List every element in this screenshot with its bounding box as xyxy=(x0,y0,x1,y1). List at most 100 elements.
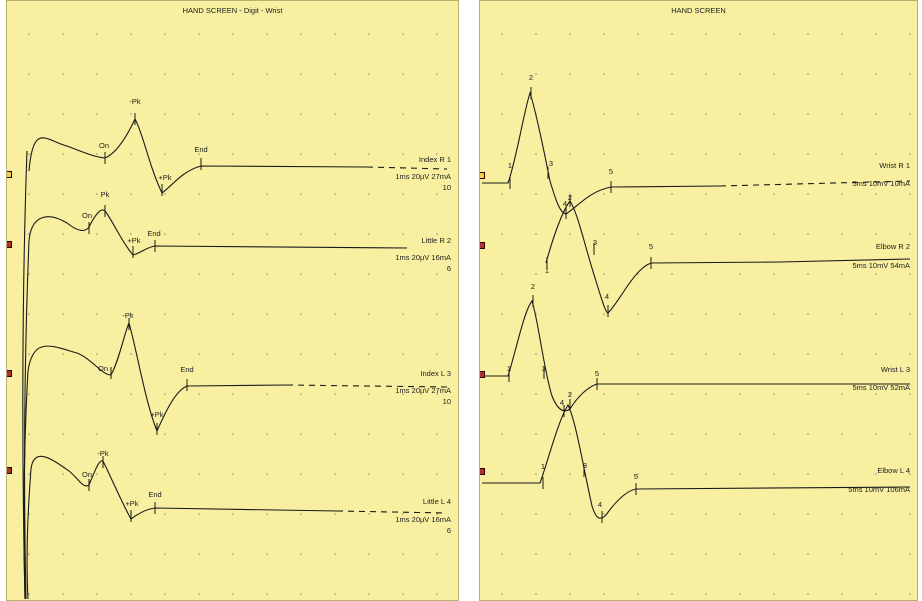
trace-1-marker-on[interactable]: On xyxy=(98,141,110,150)
motor-grid-dot xyxy=(637,113,639,115)
motor-grid-dot xyxy=(671,393,673,395)
motor-grid-dot xyxy=(501,513,503,515)
trace-4-marker-pos-peak[interactable]: +Pk xyxy=(125,499,139,508)
motor-trace-3-marker-1[interactable]: 1 xyxy=(506,364,512,373)
trace-1-label[interactable]: Index R 1 xyxy=(418,155,451,164)
sensory-grid-dot xyxy=(62,273,64,275)
motor-trace-2-marker-1[interactable]: 1 xyxy=(544,266,550,275)
motor-trace-1-channel-marker[interactable] xyxy=(480,172,485,179)
motor-trace-1-marker-1[interactable]: 1 xyxy=(507,161,513,170)
motor-grid-dot xyxy=(909,113,911,115)
motor-trace-3-marker-4[interactable]: 4 xyxy=(559,398,565,407)
motor-trace-4-marker-2[interactable]: 2 xyxy=(567,390,573,399)
motor-grid-dot xyxy=(535,33,537,35)
motor-trace-3-marker-2[interactable]: 2 xyxy=(530,282,536,291)
trace-2-marker-pos-peak[interactable]: +Pk xyxy=(127,236,141,245)
motor-trace-4-settings: 5ms 10mV 106mA xyxy=(848,485,910,494)
motor-trace-1-marker-3[interactable]: 3 xyxy=(548,159,554,168)
trace-3-label[interactable]: Index L 3 xyxy=(420,369,451,378)
motor-trace-1-marker-4[interactable]: 4 xyxy=(562,199,568,208)
sensory-panel: HAND SCREEN - Digit - Wrist Index R 1 1m… xyxy=(6,0,459,601)
motor-trace-2-label[interactable]: Elbow R 2 xyxy=(875,242,910,251)
trace-1-marker-neg-peak[interactable]: -Pk xyxy=(129,97,141,106)
motor-trace-4-marker-3[interactable]: 3 xyxy=(582,461,588,470)
motor-grid-dot xyxy=(909,433,911,435)
sensory-grid-dot xyxy=(130,593,132,595)
sensory-grid-dot xyxy=(436,593,438,595)
motor-trace-4-marker-5[interactable]: 5 xyxy=(633,472,639,481)
motor-grid-dot xyxy=(637,353,639,355)
trace-1-marker-end[interactable]: End xyxy=(194,145,208,154)
motor-grid-dot xyxy=(841,513,843,515)
motor-trace-2-channel-marker[interactable] xyxy=(480,242,485,249)
motor-grid-dot xyxy=(569,73,571,75)
motor-grid-dot xyxy=(739,353,741,355)
sensory-grid-dot xyxy=(62,513,64,515)
sensory-grid-dot xyxy=(266,193,268,195)
motor-grid-dot xyxy=(773,33,775,35)
motor-grid-dot xyxy=(535,273,537,275)
motor-trace-4-marker-4[interactable]: 4 xyxy=(597,500,603,509)
sensory-grid-dot xyxy=(232,153,234,155)
sensory-grid-dot xyxy=(198,113,200,115)
motor-grid-dot xyxy=(807,553,809,555)
trace-2-channel-marker[interactable] xyxy=(7,241,12,248)
trace-3-marker-pos-peak[interactable]: +Pk xyxy=(150,410,164,419)
sensory-grid-dot xyxy=(368,393,370,395)
trace-1-channel-marker[interactable] xyxy=(7,171,12,178)
motor-grid-dot xyxy=(773,433,775,435)
motor-trace-1-label[interactable]: Wrist R 1 xyxy=(879,161,910,170)
sensory-grid-dot xyxy=(164,433,166,435)
motor-grid-dot xyxy=(501,33,503,35)
trace-3-marker-neg-peak[interactable]: -Pk xyxy=(122,311,134,320)
motor-trace-3-marker-3[interactable]: 3 xyxy=(541,364,547,373)
sensory-grid-dot xyxy=(130,353,132,355)
trace-3-channel-marker[interactable] xyxy=(7,370,12,377)
sensory-grid-dot xyxy=(334,273,336,275)
motor-trace-4-channel-marker[interactable] xyxy=(480,468,485,475)
motor-grid-dot xyxy=(569,273,571,275)
motor-trace-4-waveform xyxy=(482,403,911,519)
sensory-grid-dot xyxy=(300,393,302,395)
motor-trace-4-label[interactable]: Elbow L 4 xyxy=(877,466,910,475)
motor-grid-dot xyxy=(739,313,741,315)
trace-3-marker-end[interactable]: End xyxy=(180,365,194,374)
motor-grid-dot xyxy=(909,313,911,315)
sensory-grid-dot xyxy=(130,193,132,195)
trace-4-marker-on[interactable]: On xyxy=(81,470,93,479)
motor-panel-title: HAND SCREEN xyxy=(671,6,726,15)
motor-grid-dot xyxy=(603,33,605,35)
motor-trace-2-marker-4[interactable]: 4 xyxy=(604,292,610,301)
motor-trace-3-marker-5[interactable]: 5 xyxy=(594,369,600,378)
motor-grid-dot xyxy=(909,593,911,595)
sensory-grid-dot xyxy=(130,433,132,435)
trace-2-marker-peak[interactable]: Pk xyxy=(100,190,110,199)
sensory-grid-dot xyxy=(62,33,64,35)
motor-trace-2-marker-3[interactable]: 3 xyxy=(592,238,598,247)
trace-2-label[interactable]: Little R 2 xyxy=(421,236,451,245)
sensory-grid-dot xyxy=(300,193,302,195)
trace-4-channel-marker[interactable] xyxy=(7,467,12,474)
motor-trace-2-marker-2[interactable]: 2 xyxy=(567,193,573,202)
trace-1-settings: 1ms 20µV 27mA xyxy=(395,172,451,181)
motor-grid-dot xyxy=(603,233,605,235)
motor-grid-dot xyxy=(501,313,503,315)
motor-trace-1-tail xyxy=(719,180,911,187)
trace-2-marker-end[interactable]: End xyxy=(147,229,161,238)
motor-grid-dot xyxy=(773,73,775,75)
sensory-grid-dot xyxy=(62,153,64,155)
trace-3-marker-on[interactable]: On xyxy=(97,364,109,373)
motor-trace-3-channel-marker[interactable] xyxy=(480,371,485,378)
motor-trace-1-marker-2[interactable]: 2 xyxy=(528,73,534,82)
motor-trace-4-marker-1[interactable]: 1 xyxy=(540,462,546,471)
trace-4-marker-end[interactable]: End xyxy=(148,490,162,499)
motor-trace-1-marker-5[interactable]: 5 xyxy=(608,167,614,176)
sensory-grid-dot xyxy=(368,153,370,155)
motor-trace-3-label[interactable]: Wrist L 3 xyxy=(880,365,910,374)
trace-4-label[interactable]: Little L 4 xyxy=(422,497,451,506)
trace-2-marker-on[interactable]: On xyxy=(81,211,93,220)
motor-trace-2-marker-5[interactable]: 5 xyxy=(648,242,654,251)
trace-4-marker-neg-peak[interactable]: -Pk xyxy=(97,449,109,458)
sensory-grid-dot xyxy=(436,153,438,155)
trace-1-marker-pos-peak[interactable]: +Pk xyxy=(158,173,172,182)
